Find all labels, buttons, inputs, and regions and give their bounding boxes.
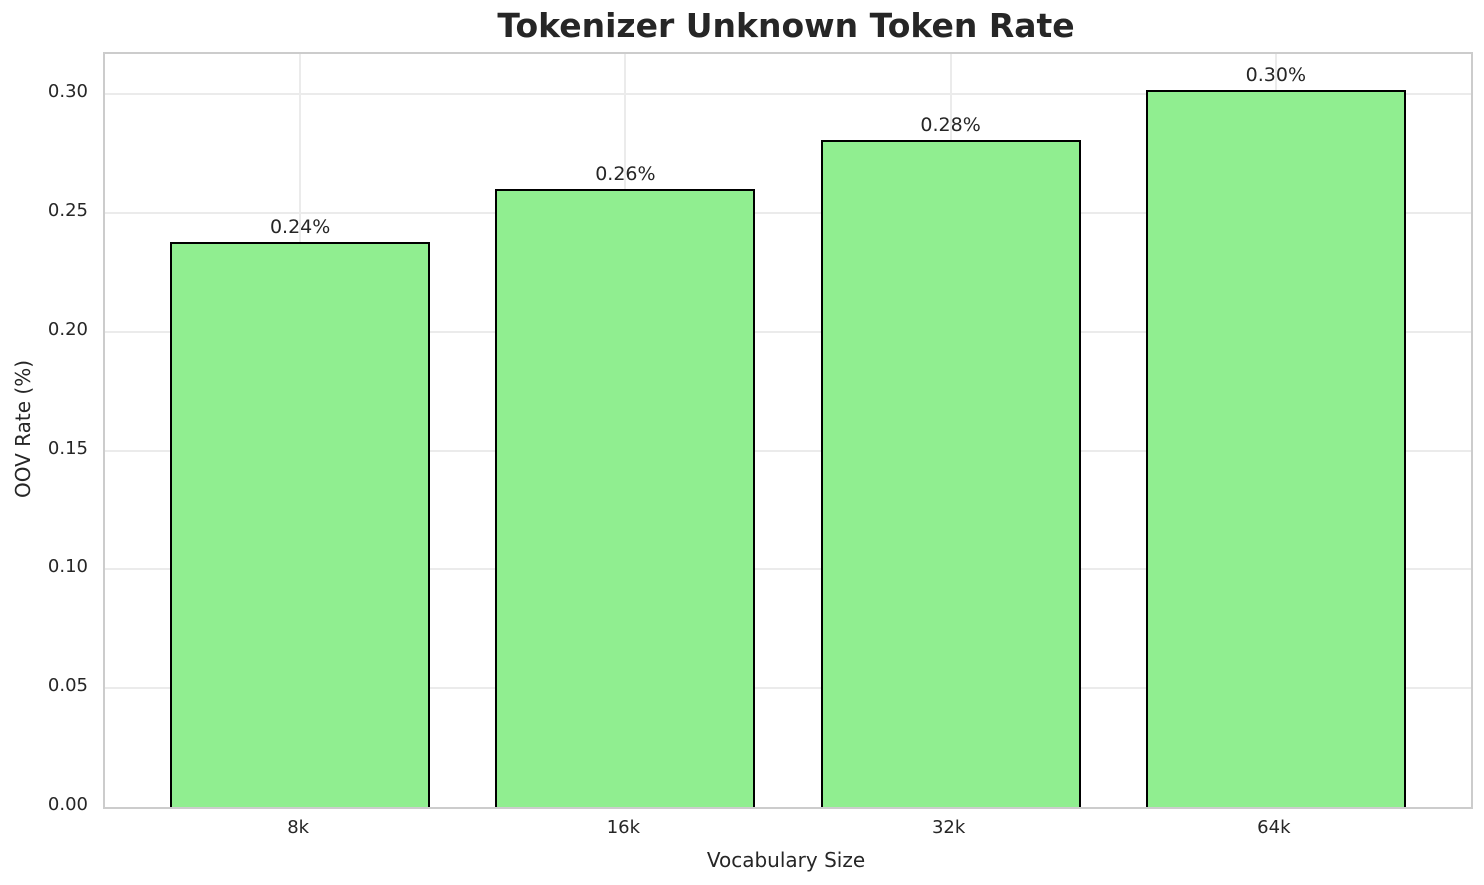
x-tick-label: 64k (1257, 817, 1291, 838)
bar-value-label: 0.28% (920, 113, 981, 136)
horizontal-gridline (105, 449, 1471, 452)
horizontal-gridline (105, 93, 1471, 96)
y-tick-label: 0.20 (47, 318, 88, 340)
plot-area: 0.24% 0.26% 0.28% 0.30% (103, 52, 1473, 809)
y-tick-label: 0.25 (47, 200, 88, 222)
y-tick-label: 0.00 (47, 794, 88, 815)
bar-value-label: 0.24% (269, 215, 331, 238)
horizontal-gridline (105, 330, 1471, 333)
x-tick-label: 8k (287, 817, 310, 838)
x-axis-label: Vocabulary Size (706, 848, 866, 872)
bar-64k (1145, 89, 1406, 807)
horizontal-gridline (105, 212, 1471, 215)
y-axis-label: OOV Rate (%) (11, 359, 35, 498)
bar-16k (495, 189, 756, 807)
bar-32k (820, 139, 1081, 807)
chart-title: Tokenizer Unknown Token Rate (497, 6, 1075, 45)
y-tick-label: 0.30 (47, 81, 88, 103)
x-tick-label: 32k (931, 817, 966, 838)
horizontal-gridline (105, 687, 1471, 690)
y-tick-label: 0.05 (47, 675, 88, 697)
bar-8k (170, 241, 431, 807)
horizontal-gridline (105, 568, 1471, 571)
y-tick-label: 0.15 (47, 437, 88, 459)
y-tick-label: 0.10 (47, 556, 88, 578)
x-tick-label: 16k (606, 817, 641, 838)
bar-value-label: 0.30% (1245, 63, 1307, 86)
bar-value-label: 0.26% (595, 163, 656, 186)
